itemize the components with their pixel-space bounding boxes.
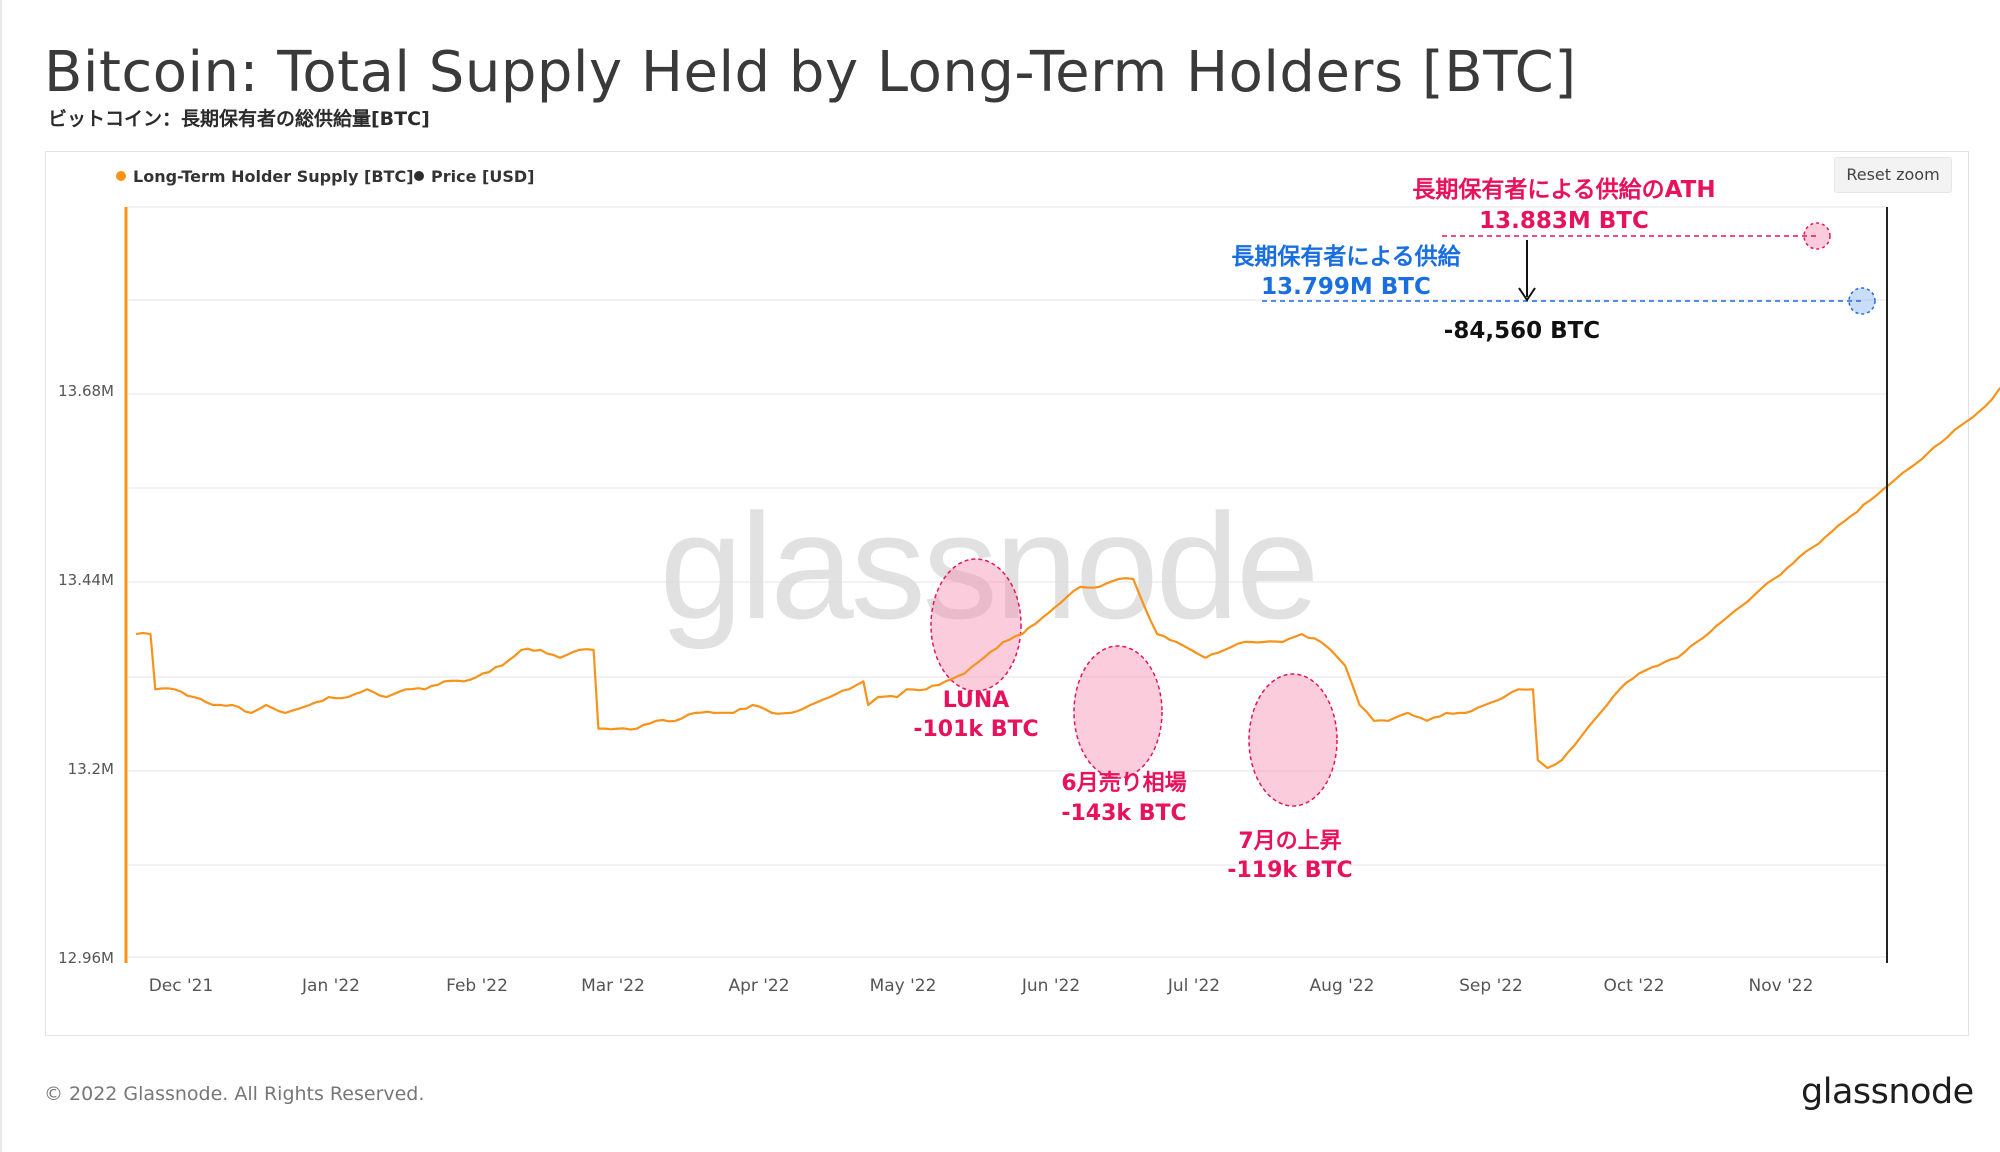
x-tick-label: Jun '22 bbox=[1021, 976, 1080, 996]
event-june-value: -143k BTC bbox=[1061, 801, 1186, 826]
series-line-lth-supply bbox=[135, 386, 2000, 770]
current-marker-circle bbox=[1848, 287, 1876, 315]
annotation-highlights bbox=[930, 222, 1876, 807]
ath-value: 13.883M BTC bbox=[1479, 208, 1649, 234]
legend-label-lth: Long-Term Holder Supply [BTC] bbox=[133, 167, 414, 186]
legend-item-price[interactable]: Price [USD] bbox=[414, 167, 534, 186]
legend-dot-lth-icon bbox=[116, 171, 126, 181]
difference-label: -84,560 BTC bbox=[1444, 318, 1600, 344]
event-luna-name: LUNA bbox=[943, 688, 1010, 713]
series-layer bbox=[135, 386, 2000, 770]
chart-panel bbox=[45, 151, 1969, 1036]
event-july-value: -119k BTC bbox=[1227, 858, 1352, 883]
x-tick-label: Dec '21 bbox=[149, 976, 214, 996]
current-value: 13.799M BTC bbox=[1261, 274, 1431, 300]
footer-logo: glassnode bbox=[1801, 1072, 1974, 1112]
x-tick-label: Oct '22 bbox=[1603, 976, 1664, 996]
event-july-name: 7月の上昇 bbox=[1238, 829, 1341, 854]
y-left-tick-label: 13.68M bbox=[58, 382, 114, 400]
watermark: glassnode bbox=[660, 482, 1317, 650]
legend-dot-price-icon bbox=[414, 171, 424, 181]
annotation-layer: 長期保有者による供給のATH 13.883M BTC 長期保有者による供給 13.79… bbox=[913, 176, 1862, 883]
footer-copyright: © 2022 Glassnode. All Rights Reserved. bbox=[44, 1083, 425, 1105]
x-tick-label: Jul '22 bbox=[1167, 976, 1220, 996]
left-edge-divider bbox=[0, 0, 2, 1152]
y-left-tick-label: 13.44M bbox=[58, 571, 114, 589]
y-left-tick-label: 13.2M bbox=[68, 760, 114, 778]
legend-label-price: Price [USD] bbox=[431, 167, 535, 186]
page-subtitle: ビットコイン：長期保有者の総供給量[BTC] bbox=[48, 108, 430, 130]
event-luna-value: -101k BTC bbox=[913, 717, 1038, 742]
event-june-name: 6月売り相場 bbox=[1061, 770, 1186, 796]
event-highlight-ellipse-0 bbox=[930, 558, 1022, 692]
watermark-layer: glassnode bbox=[660, 482, 1320, 650]
x-tick-label: May '22 bbox=[870, 976, 937, 996]
ath-label: 長期保有者による供給のATH bbox=[1412, 176, 1715, 203]
x-tick-label: Sep '22 bbox=[1459, 976, 1523, 996]
gridlines bbox=[128, 206, 1888, 958]
y-left-tick-label: 12.96M bbox=[58, 949, 114, 967]
page-title: Bitcoin: Total Supply Held by Long-Term … bbox=[44, 40, 1577, 105]
x-tick-label: Jan '22 bbox=[301, 976, 360, 996]
x-tick-label: Feb '22 bbox=[446, 976, 508, 996]
current-label: 長期保有者による供給 bbox=[1231, 243, 1461, 270]
event-highlight-ellipse-1 bbox=[1073, 645, 1163, 779]
x-tick-label: Nov '22 bbox=[1749, 976, 1814, 996]
event-highlight-ellipse-2 bbox=[1248, 673, 1338, 807]
legend-item-lth-supply[interactable]: Long-Term Holder Supply [BTC] bbox=[116, 167, 414, 186]
reset-zoom-button[interactable]: Reset zoom bbox=[1834, 157, 1952, 193]
x-tick-label: Apr '22 bbox=[728, 976, 789, 996]
difference-arrow-head-icon bbox=[1518, 287, 1536, 302]
ath-marker-circle bbox=[1803, 222, 1831, 250]
x-tick-label: Aug '22 bbox=[1310, 976, 1375, 996]
x-tick-label: Mar '22 bbox=[581, 976, 645, 996]
